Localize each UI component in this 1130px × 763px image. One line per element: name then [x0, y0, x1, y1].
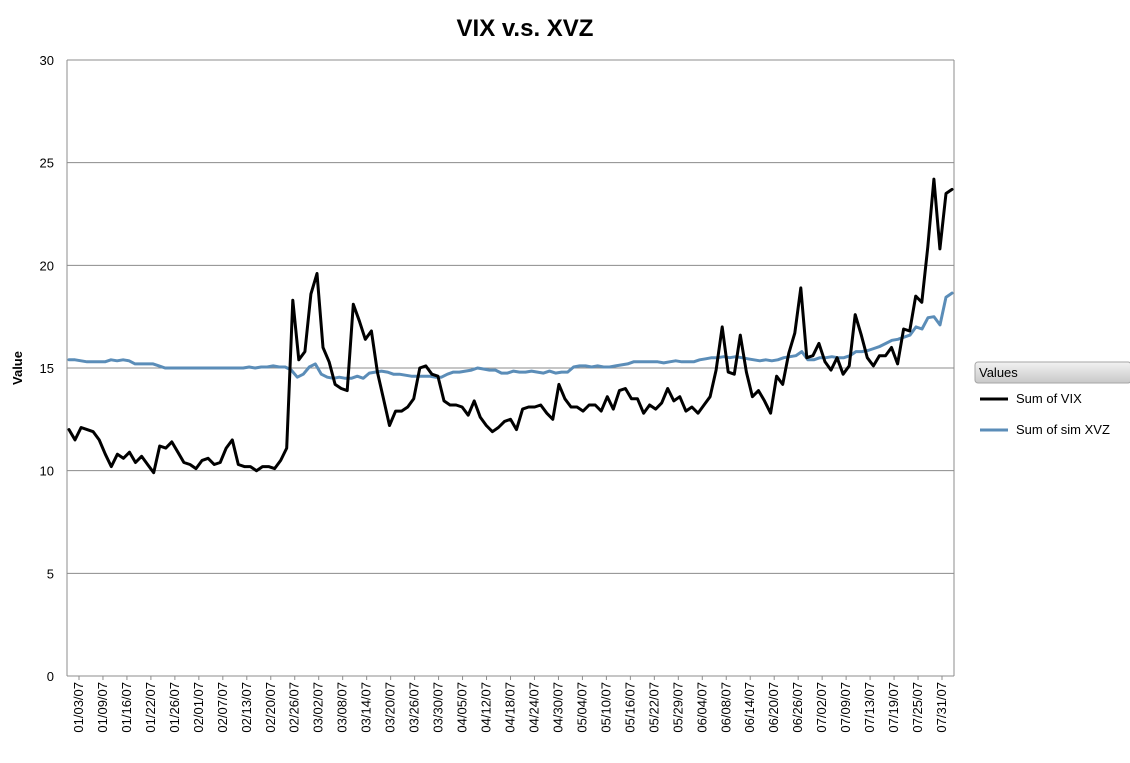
y-tick-label: 30 [40, 53, 54, 68]
x-tick-label: 07/13/07 [862, 682, 877, 733]
x-tick-label: 05/22/07 [646, 682, 661, 733]
legend: Values Sum of VIX Sum of sim XVZ [974, 361, 1130, 437]
x-tick-label: 05/16/07 [622, 682, 637, 733]
x-tick-label: 07/25/07 [910, 682, 925, 733]
y-tick-label: 0 [47, 669, 54, 684]
y-axis-label: Value [10, 351, 25, 385]
x-tick-label: 02/26/07 [287, 682, 302, 733]
chart-title: VIX v.s. XVZ [457, 15, 594, 42]
y-tick-label: 15 [40, 361, 54, 376]
series-line-sim-xvz [67, 291, 954, 380]
x-tick-label: 03/30/07 [431, 682, 446, 733]
x-tick-label: 01/16/07 [119, 682, 134, 733]
series-line-vix [67, 177, 954, 475]
x-tick-label: 06/04/07 [694, 682, 709, 733]
y-tick-label: 20 [40, 258, 54, 273]
y-tick-label: 25 [40, 156, 54, 171]
x-tick-label: 03/14/07 [359, 682, 374, 733]
x-tick-label: 01/22/07 [143, 682, 158, 733]
x-tick-label: 05/04/07 [574, 682, 589, 733]
x-tick-label: 02/13/07 [239, 682, 254, 733]
y-axis-ticks: 0 5 10 15 20 25 30 [40, 53, 54, 684]
x-tick-label: 01/09/07 [95, 682, 110, 733]
x-tick-label: 04/30/07 [550, 682, 565, 733]
x-tick-label: 07/31/07 [934, 682, 949, 733]
x-tick-label: 01/26/07 [167, 682, 182, 733]
x-tick-label: 04/05/07 [455, 682, 470, 733]
x-tick-label: 07/09/07 [838, 682, 853, 733]
x-tick-label: 07/02/07 [814, 682, 829, 733]
x-tick-label: 06/26/07 [790, 682, 805, 733]
x-tick-label: 07/19/07 [886, 682, 901, 733]
y-tick-label: 10 [40, 464, 54, 479]
x-tick-label: 03/26/07 [407, 682, 422, 733]
legend-title: Values [979, 365, 1018, 380]
x-tick-label: 04/18/07 [503, 682, 518, 733]
x-tick-label: 04/12/07 [479, 682, 494, 733]
x-tick-label: 03/08/07 [335, 682, 350, 733]
legend-header[interactable] [974, 361, 1130, 384]
x-tick-label: 06/20/07 [766, 682, 781, 733]
x-tick-label: 01/03/07 [71, 682, 86, 733]
x-tick-label: 05/10/07 [598, 682, 613, 733]
x-tick-label: 03/20/07 [383, 682, 398, 733]
series-lines [67, 177, 954, 475]
legend-label-xvz: Sum of sim XVZ [1016, 422, 1110, 437]
x-tick-label: 06/14/07 [742, 682, 757, 733]
x-axis-ticks: 01/03/07 01/09/07 01/16/07 01/22/07 01/26/07… [71, 676, 949, 733]
y-tick-label: 5 [47, 566, 54, 581]
x-tick-label: 04/24/07 [526, 682, 541, 733]
x-tick-label: 02/07/07 [215, 682, 230, 733]
x-tick-label: 02/01/07 [191, 682, 206, 733]
x-tick-label: 03/02/07 [311, 682, 326, 733]
x-tick-label: 06/08/07 [718, 682, 733, 733]
x-tick-label: 02/20/07 [263, 682, 278, 733]
legend-label-vix: Sum of VIX [1016, 391, 1082, 406]
x-tick-label: 05/29/07 [670, 682, 685, 733]
